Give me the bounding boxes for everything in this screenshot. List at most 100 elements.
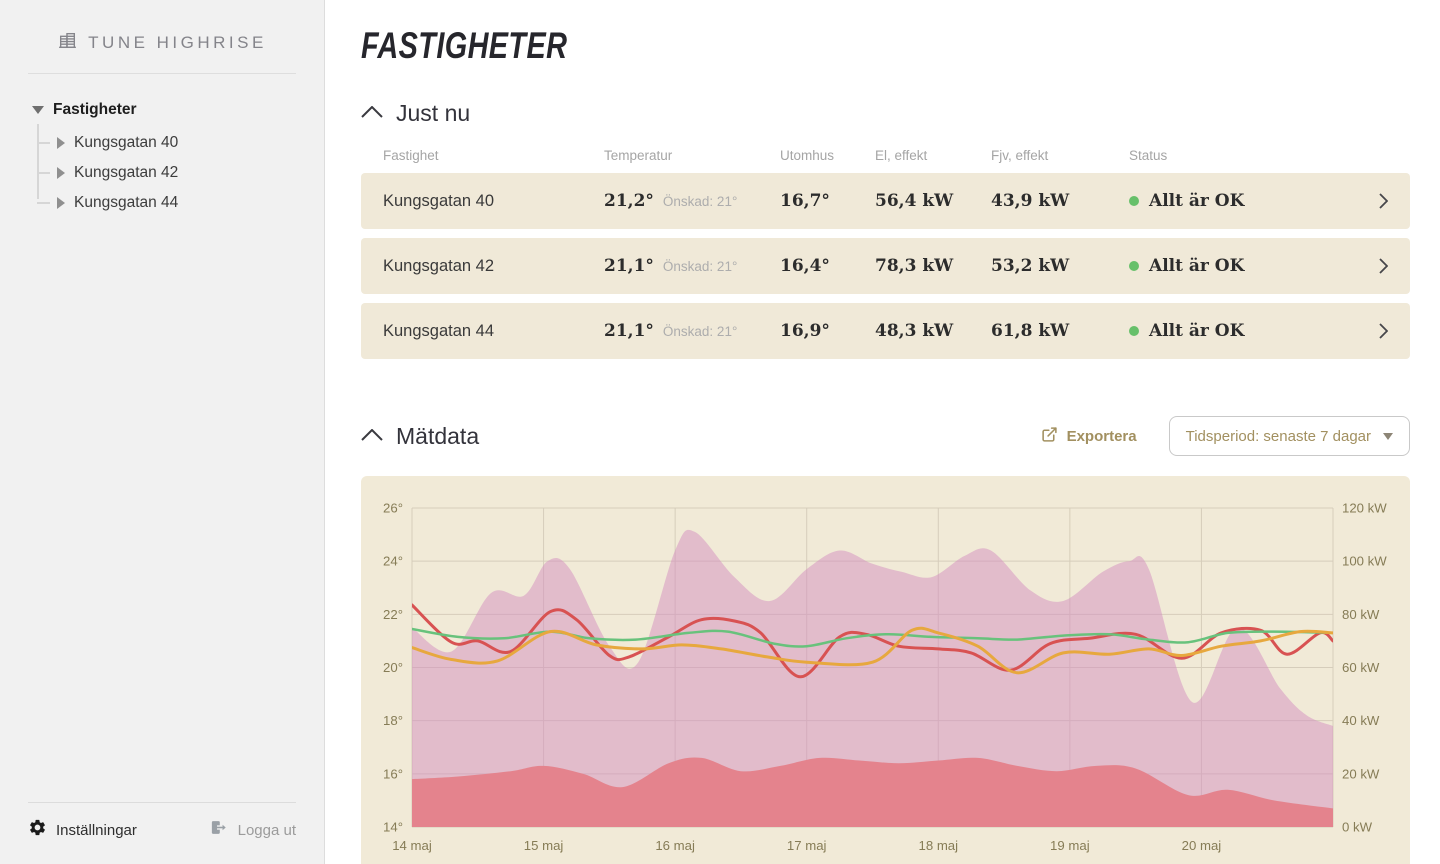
svg-text:18°: 18°: [383, 713, 403, 728]
svg-text:100 kW: 100 kW: [1342, 554, 1387, 569]
temperature-value: 21,1°: [604, 321, 654, 341]
svg-text:15 maj: 15 maj: [524, 838, 564, 853]
sidebar-footer: Inställningar Logga ut: [0, 802, 324, 864]
svg-text:24°: 24°: [383, 554, 403, 569]
status-ok-dot: [1129, 261, 1139, 271]
fjv-effekt-value: 43,9 kW: [991, 191, 1070, 211]
svg-text:20°: 20°: [383, 660, 403, 675]
sidebar: TUNE HIGHRISE Fastigheter Kungsgatan 40 …: [0, 0, 325, 864]
chevron-right-icon[interactable]: [1379, 258, 1388, 274]
tree-node-kungsgatan-44[interactable]: Kungsgatan 44: [37, 188, 324, 218]
property-name: Kungsgatan 42: [383, 256, 495, 275]
wanted-temperature: Önskad: 21°: [662, 259, 738, 274]
period-label: Tidsperiod: senaste 7 dagar: [1185, 427, 1371, 445]
svg-text:120 kW: 120 kW: [1342, 501, 1387, 516]
property-row-kungsgatan-44[interactable]: Kungsgatan 44 21,1° Önskad: 21° 16,9° 48…: [361, 303, 1410, 359]
brand-name: TUNE HIGHRISE: [88, 33, 267, 52]
fjv-effekt-value: 53,2 kW: [991, 256, 1070, 276]
collapse-matdata-button[interactable]: [361, 428, 383, 444]
caret-down-icon: [32, 106, 44, 114]
outdoor-value: 16,9°: [780, 321, 830, 341]
property-row-kungsgatan-40[interactable]: Kungsgatan 40 21,2° Önskad: 21° 16,7° 56…: [361, 173, 1410, 229]
export-icon: [1041, 426, 1058, 447]
table-header: Fastighet Temperatur Utomhus El, effekt …: [361, 148, 1410, 163]
svg-text:20 maj: 20 maj: [1182, 838, 1222, 853]
property-name: Kungsgatan 44: [383, 321, 495, 340]
col-utomhus: Utomhus: [780, 148, 835, 163]
footer-divider: [28, 802, 296, 803]
svg-text:0 kW: 0 kW: [1342, 820, 1373, 835]
property-row-kungsgatan-42[interactable]: Kungsgatan 42 21,1° Önskad: 21° 16,4° 78…: [361, 238, 1410, 294]
matdata-section: Mätdata Exportera Tidsperiod: senaste 7 …: [361, 416, 1410, 864]
col-fjv-effekt: Fjv, effekt: [991, 148, 1049, 163]
status-ok-dot: [1129, 196, 1139, 206]
sidebar-divider: [28, 73, 296, 74]
el-effekt-value: 78,3 kW: [875, 256, 954, 276]
logout-icon: [209, 818, 229, 842]
svg-text:26°: 26°: [383, 501, 403, 516]
el-effekt-value: 56,4 kW: [875, 191, 954, 211]
fjv-effekt-value: 61,8 kW: [991, 321, 1070, 341]
svg-text:19 maj: 19 maj: [1050, 838, 1090, 853]
tree-node-kungsgatan-42[interactable]: Kungsgatan 42: [37, 158, 324, 188]
property-name: Kungsgatan 40: [383, 191, 495, 210]
matdata-heading: Mätdata: [396, 422, 480, 449]
export-label: Exportera: [1066, 427, 1137, 445]
svg-text:16°: 16°: [383, 766, 403, 781]
tree-connector: [37, 202, 50, 204]
outdoor-value: 16,4°: [780, 256, 830, 276]
chevron-up-icon: [361, 105, 383, 121]
status-ok-dot: [1129, 326, 1139, 336]
outdoor-value: 16,7°: [780, 191, 830, 211]
svg-text:80 kW: 80 kW: [1342, 607, 1380, 622]
wanted-temperature: Önskad: 21°: [662, 324, 738, 339]
tree-connector: [37, 142, 50, 144]
col-fastighet: Fastighet: [383, 148, 439, 163]
just-nu-heading: Just nu: [396, 100, 471, 126]
chart-panel: 26° 24° 22° 20° 18° 16° 14° 120 kW 100 kW 80 kW 60…: [361, 476, 1410, 864]
main-content: Fastigheter Just nu Fastighet Temperatur…: [325, 0, 1440, 864]
svg-text:14 maj: 14 maj: [392, 838, 432, 853]
svg-text:18 maj: 18 maj: [918, 838, 958, 853]
tree-node-fastigheter[interactable]: Fastigheter: [32, 101, 324, 119]
property-tree: Fastigheter Kungsgatan 40 Kungsgatan 42 …: [32, 101, 324, 218]
svg-text:20 kW: 20 kW: [1342, 766, 1380, 781]
logout-button[interactable]: Logga ut: [209, 818, 296, 842]
chevron-right-icon[interactable]: [1379, 323, 1388, 339]
collapse-just-nu-button[interactable]: [361, 105, 383, 121]
svg-text:14°: 14°: [383, 820, 403, 835]
el-effekt-value: 48,3 kW: [875, 321, 954, 341]
tree-connector: [37, 172, 50, 174]
tree-node-kungsgatan-40[interactable]: Kungsgatan 40: [37, 128, 324, 158]
period-dropdown[interactable]: Tidsperiod: senaste 7 dagar: [1168, 416, 1410, 456]
building-icon: [57, 30, 78, 56]
tree-root-label: Fastigheter: [53, 101, 137, 118]
svg-text:16 maj: 16 maj: [655, 838, 695, 853]
settings-button[interactable]: Inställningar: [28, 818, 137, 842]
gear-icon: [28, 818, 47, 842]
caret-right-icon: [57, 197, 65, 209]
svg-text:22°: 22°: [383, 607, 403, 622]
temperature-value: 21,2°: [604, 191, 654, 211]
chevron-up-icon: [361, 428, 383, 444]
brand-logo: TUNE HIGHRISE: [0, 30, 324, 56]
col-el-effekt: El, effekt: [875, 148, 928, 163]
caret-right-icon: [57, 167, 65, 179]
tree-children: Kungsgatan 40 Kungsgatan 42 Kungsgatan 4…: [37, 124, 324, 218]
svg-text:60 kW: 60 kW: [1342, 660, 1380, 675]
col-temperatur: Temperatur: [604, 148, 673, 163]
col-status: Status: [1129, 148, 1168, 163]
caret-right-icon: [57, 137, 65, 149]
page-title: Fastigheter: [361, 25, 568, 66]
svg-text:17 maj: 17 maj: [787, 838, 827, 853]
status-text: Allt är OK: [1149, 191, 1245, 211]
export-button[interactable]: Exportera: [1041, 426, 1137, 447]
svg-text:40 kW: 40 kW: [1342, 713, 1380, 728]
just-nu-section: Just nu Fastighet Temperatur Utomhus El,…: [361, 100, 1410, 359]
status-text: Allt är OK: [1149, 321, 1245, 341]
caret-down-icon: [1383, 432, 1393, 440]
temperature-value: 21,1°: [604, 256, 654, 276]
status-text: Allt är OK: [1149, 256, 1245, 276]
chevron-right-icon[interactable]: [1379, 193, 1388, 209]
measurement-chart: 26° 24° 22° 20° 18° 16° 14° 120 kW 100 kW 80 kW 60…: [383, 501, 1387, 854]
